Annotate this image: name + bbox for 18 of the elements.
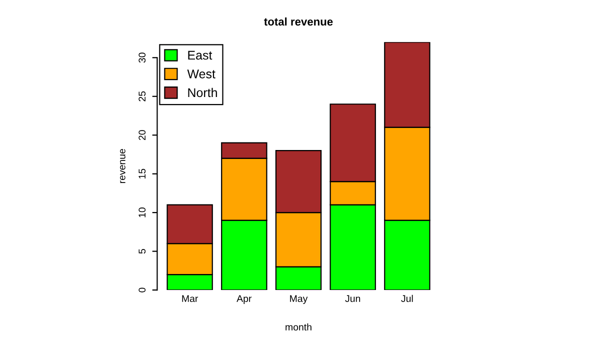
x-tick-label: Mar [182, 295, 198, 302]
y-tick-label: 20 [138, 130, 146, 140]
y-tick-label: 25 [138, 91, 146, 102]
x-tick-label: Jul [401, 294, 413, 302]
x-axis-title: month [286, 323, 312, 331]
y-tick-label: 0 [138, 288, 146, 292]
legend-label: North [188, 88, 217, 98]
x-tick-label: May [290, 295, 308, 304]
y-tick-label: 10 [138, 208, 146, 218]
chart-title: total revenue [264, 17, 333, 26]
x-tick-label: Jun [345, 295, 360, 302]
y-tick-label: 15 [138, 168, 146, 178]
legend-label: West [187, 70, 216, 78]
y-tick-label: 30 [138, 52, 146, 63]
legend-label: East [188, 50, 212, 60]
x-tick-label: Apr [236, 295, 252, 304]
y-axis-title: revenue [120, 148, 126, 184]
y-tick-label: 5 [138, 248, 146, 254]
